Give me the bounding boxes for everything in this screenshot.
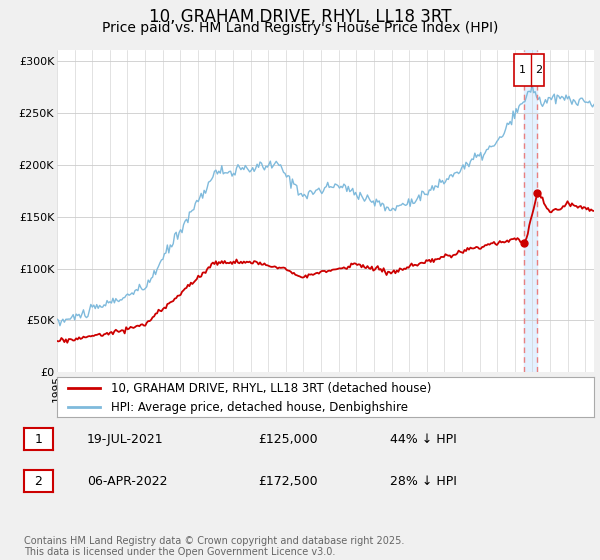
Text: 10, GRAHAM DRIVE, RHYL, LL18 3RT: 10, GRAHAM DRIVE, RHYL, LL18 3RT [149,8,451,26]
Text: 2: 2 [34,474,43,488]
Text: 28% ↓ HPI: 28% ↓ HPI [390,475,457,488]
Text: Price paid vs. HM Land Registry's House Price Index (HPI): Price paid vs. HM Land Registry's House … [102,21,498,35]
Text: 1: 1 [519,65,526,74]
Bar [524,50,538,372]
Text: Contains HM Land Registry data © Crown copyright and database right 2025.
This d: Contains HM Land Registry data © Crown c… [24,535,404,557]
Text: £172,500: £172,500 [258,475,317,488]
Text: 06-APR-2022: 06-APR-2022 [87,475,167,488]
Text: 10, GRAHAM DRIVE, RHYL, LL18 3RT (detached house): 10, GRAHAM DRIVE, RHYL, LL18 3RT (detach… [111,382,431,395]
Text: HPI: Average price, detached house, Denbighshire: HPI: Average price, detached house, Denb… [111,400,408,414]
Text: 1: 1 [34,432,43,446]
Text: 44% ↓ HPI: 44% ↓ HPI [390,433,457,446]
Polygon shape [514,54,544,86]
Text: £125,000: £125,000 [258,433,317,446]
Text: 2: 2 [536,65,542,74]
Text: 19-JUL-2021: 19-JUL-2021 [87,433,164,446]
